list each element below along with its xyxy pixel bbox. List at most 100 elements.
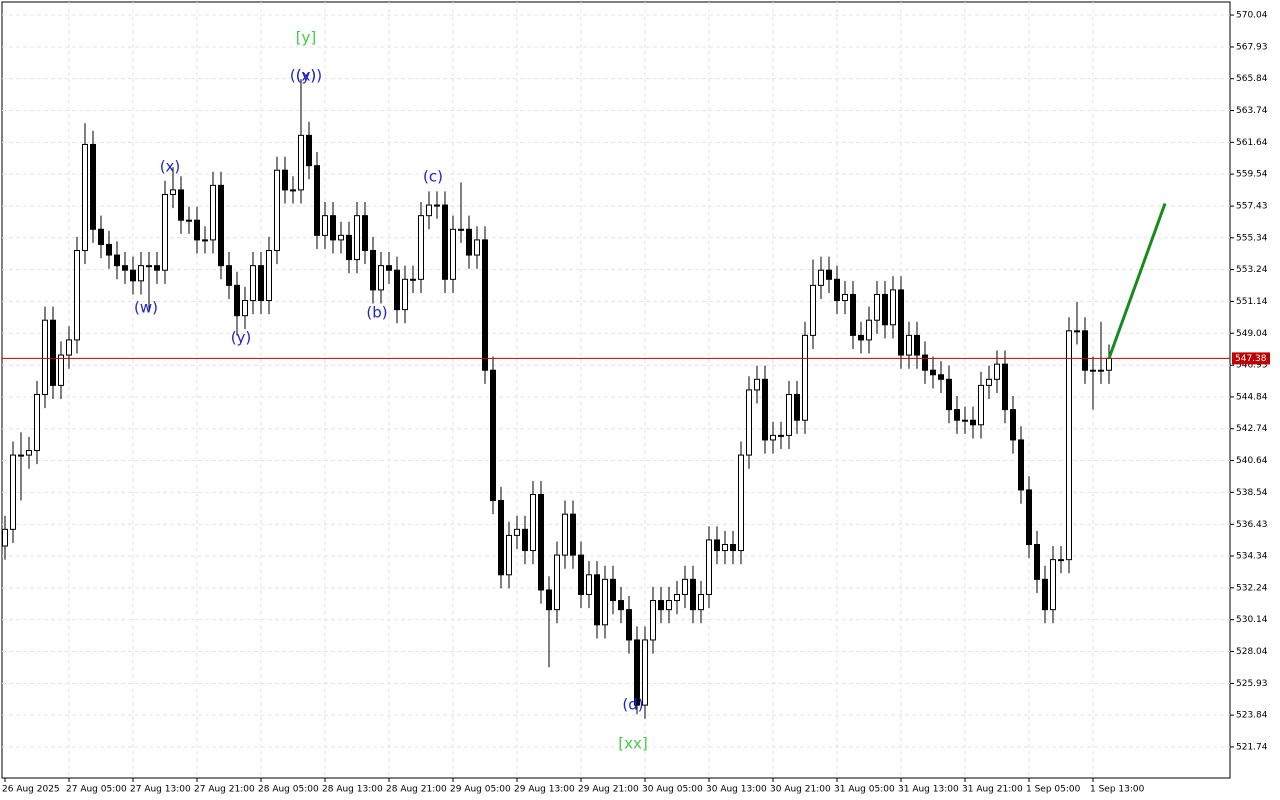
- candle-body: [818, 269, 824, 286]
- candle-body: [738, 454, 744, 552]
- candle-body: [978, 384, 984, 426]
- candle-body: [170, 189, 176, 195]
- wave-label: [xx]: [618, 735, 647, 753]
- candle-body: [674, 593, 680, 602]
- x-tick-label: 31 Aug 21:00: [962, 785, 1023, 795]
- candle-body: [18, 454, 24, 457]
- candle-body: [178, 189, 184, 221]
- candle-body: [802, 334, 808, 421]
- x-tick-label: 29 Aug 05:00: [450, 785, 511, 795]
- candle-body: [370, 250, 376, 291]
- candle-body: [394, 269, 400, 311]
- candle-body: [914, 334, 920, 356]
- candle-body: [314, 165, 320, 236]
- candle-body: [794, 393, 800, 421]
- x-tick-label: 29 Aug 21:00: [578, 785, 639, 795]
- candle-body: [786, 393, 792, 436]
- candle-body: [354, 215, 360, 261]
- candle-body: [530, 493, 536, 552]
- candle-body: [930, 369, 936, 376]
- candle-body: [490, 369, 496, 502]
- candle-body: [538, 493, 544, 591]
- y-tick-label: 534.34: [1236, 552, 1268, 562]
- candle-body: [1066, 330, 1072, 561]
- x-tick-label: 30 Aug 05:00: [642, 785, 703, 795]
- wave-label: (y): [231, 329, 252, 347]
- candle-body: [1010, 409, 1016, 441]
- candle-body: [610, 578, 616, 602]
- candle-body: [362, 215, 368, 252]
- wave-label: (y): [296, 67, 317, 85]
- candle-body: [114, 254, 120, 267]
- candle-body: [98, 228, 104, 245]
- candle-body: [834, 278, 840, 302]
- candle-body: [274, 169, 280, 252]
- y-tick-label: 555.34: [1236, 233, 1268, 243]
- candle-body: [202, 239, 208, 242]
- candle-body: [1002, 363, 1008, 411]
- candle-body: [986, 378, 992, 386]
- y-tick-label: 549.04: [1236, 329, 1268, 339]
- candle-body: [554, 554, 560, 611]
- y-tick-label: 567.93: [1236, 43, 1268, 53]
- candle-body: [338, 234, 344, 241]
- candle-body: [410, 278, 416, 281]
- x-tick-label: 28 Aug 21:00: [386, 785, 447, 795]
- x-tick-label: 28 Aug 13:00: [322, 785, 383, 795]
- candle-body: [1058, 559, 1064, 562]
- candle-body: [874, 293, 880, 321]
- candle-body: [698, 593, 704, 611]
- candle-body: [226, 265, 232, 286]
- candle-body: [474, 239, 480, 256]
- x-tick-label: 30 Aug 13:00: [706, 785, 767, 795]
- wave-label: [y]: [296, 29, 317, 47]
- current-price-box: [1232, 352, 1270, 365]
- candle-body: [154, 265, 160, 271]
- candle-body: [482, 239, 488, 371]
- y-tick-label: 528.04: [1236, 647, 1268, 657]
- candle-body: [506, 534, 512, 576]
- candle-body: [882, 293, 888, 326]
- candle-body: [210, 184, 216, 241]
- candle-body: [1098, 369, 1104, 372]
- current-price-label: 547.38: [1235, 354, 1267, 364]
- candle-body: [378, 265, 384, 291]
- candle-body: [890, 289, 896, 326]
- y-tick-label: 538.54: [1236, 488, 1268, 498]
- candle-body: [386, 265, 392, 271]
- candle-body: [58, 354, 64, 386]
- candle-body: [138, 265, 144, 282]
- candle-body: [298, 134, 304, 191]
- candle-body: [858, 334, 864, 341]
- wave-label: (x): [160, 158, 181, 176]
- candle-body: [282, 169, 288, 191]
- candle-body: [642, 639, 648, 706]
- candle-body: [242, 300, 248, 317]
- candle-body: [1082, 330, 1088, 371]
- candle-body: [42, 319, 48, 395]
- candle-body: [330, 215, 336, 241]
- candle-body: [50, 319, 56, 386]
- candle-body: [1042, 578, 1048, 611]
- candle-body: [1034, 543, 1040, 580]
- candle-body: [722, 543, 728, 552]
- candle-body: [442, 204, 448, 280]
- candle-body: [346, 234, 352, 261]
- candle-body: [1018, 439, 1024, 491]
- candle-body: [762, 378, 768, 441]
- y-tick-label: 542.74: [1236, 424, 1268, 434]
- y-tick-label: 523.84: [1236, 711, 1268, 721]
- candle-body: [906, 334, 912, 356]
- candle-body: [970, 419, 976, 426]
- wave-label: (w): [134, 299, 158, 317]
- candle-body: [162, 193, 168, 271]
- candle-body: [850, 293, 856, 336]
- candle-body: [634, 639, 640, 706]
- candle-body: [1090, 369, 1096, 372]
- candle-body: [570, 513, 576, 556]
- candle-body: [602, 578, 608, 626]
- candle-body: [866, 319, 872, 341]
- wave-label: (c): [423, 168, 443, 186]
- candle-body: [106, 243, 112, 256]
